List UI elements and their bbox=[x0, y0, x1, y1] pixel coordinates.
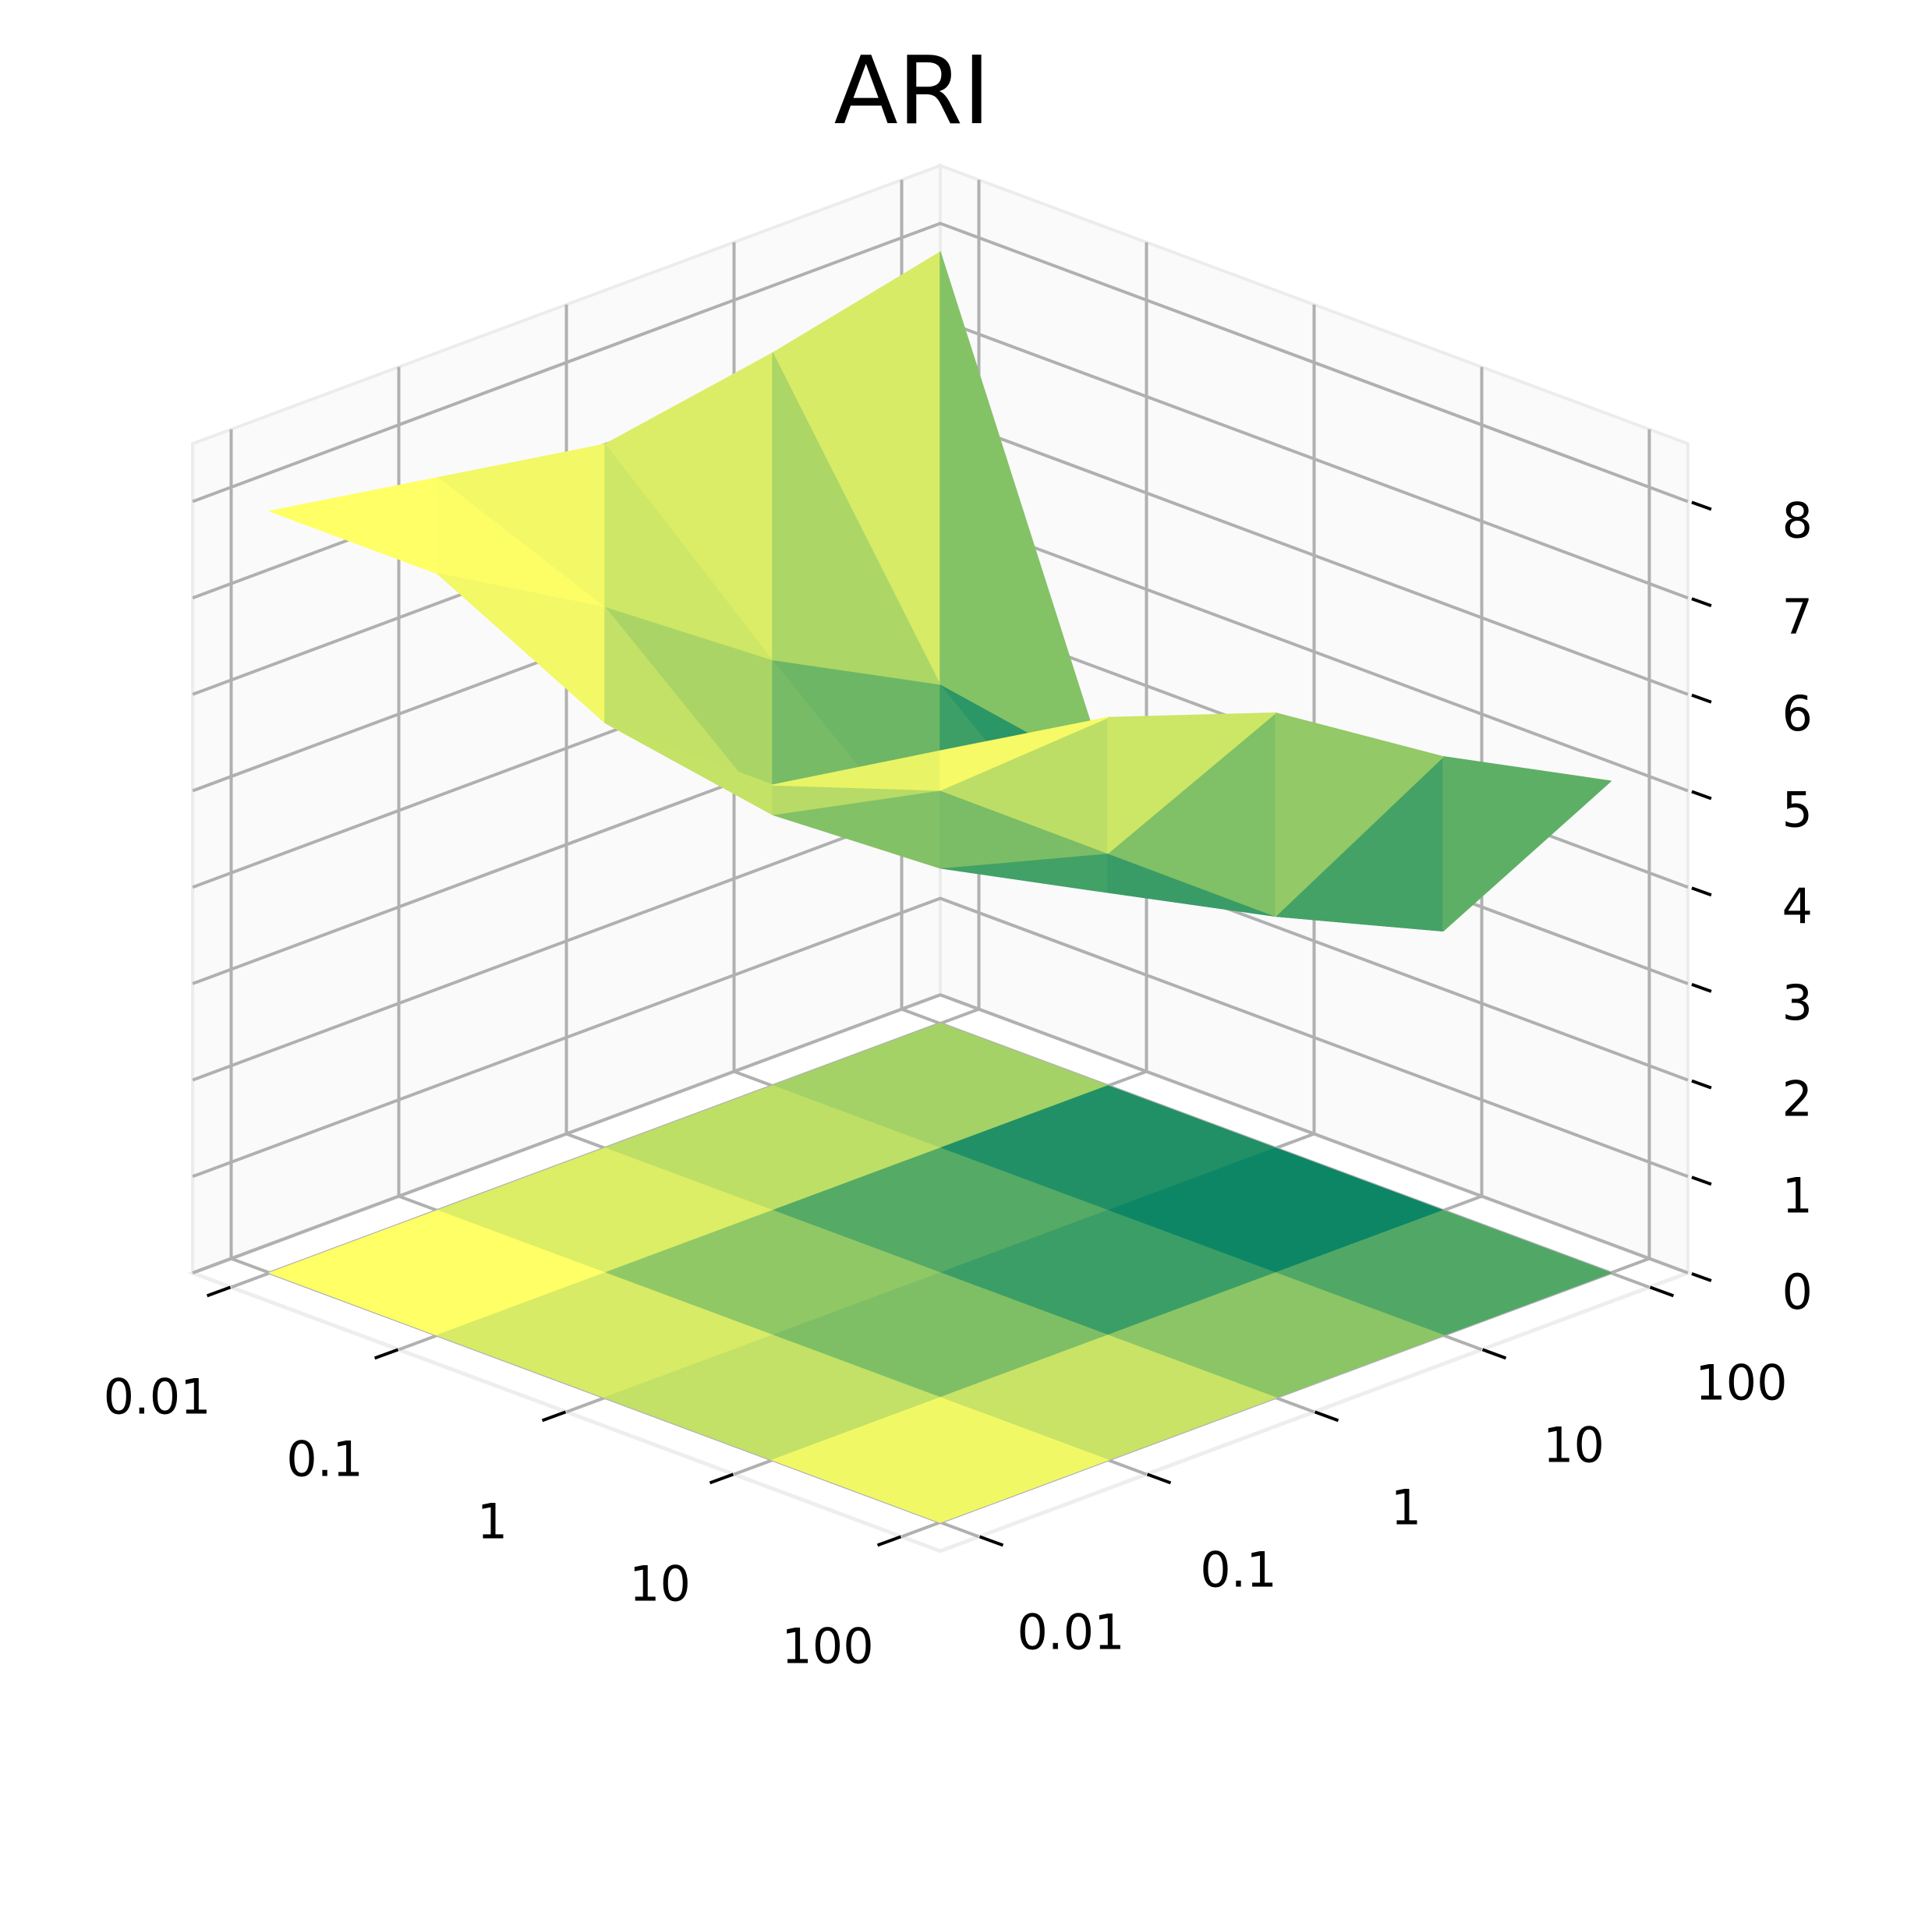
y-tick-label: 0.1 bbox=[1200, 1541, 1277, 1598]
surface-mesh bbox=[269, 251, 1612, 932]
z-tick-label: 3 bbox=[1782, 974, 1812, 1031]
y-tick-label: 1 bbox=[1391, 1479, 1421, 1536]
y-tick-mark bbox=[1649, 1285, 1675, 1298]
surface-face bbox=[1107, 712, 1276, 854]
surface-face bbox=[1442, 756, 1612, 932]
z-tick-label: 8 bbox=[1782, 492, 1812, 549]
z-tick-label: 6 bbox=[1782, 685, 1812, 742]
surface-face bbox=[1275, 712, 1444, 917]
surface-face bbox=[939, 716, 1109, 791]
floor-projection bbox=[267, 1023, 1613, 1523]
x-tick-mark bbox=[373, 1348, 399, 1360]
chart-title: ARI bbox=[834, 37, 991, 146]
z-tick-label: 4 bbox=[1782, 878, 1812, 935]
axis-ticks bbox=[206, 500, 1712, 1547]
z-tick-mark bbox=[1691, 693, 1712, 704]
z-tick-mark bbox=[1691, 790, 1712, 801]
x-tick-mark bbox=[709, 1472, 734, 1485]
z-tick-mark bbox=[1691, 1175, 1712, 1186]
floor-cell bbox=[770, 1397, 1110, 1523]
z-gridline bbox=[192, 221, 1689, 504]
z-tick-mark bbox=[1691, 886, 1712, 897]
z-tick-label: 2 bbox=[1782, 1071, 1812, 1128]
y-tick-label: 100 bbox=[1695, 1354, 1787, 1411]
x-tick-label: 1 bbox=[477, 1493, 508, 1550]
z-gridline bbox=[192, 896, 1689, 1179]
x-tick-mark bbox=[876, 1535, 902, 1547]
x-tick-mark bbox=[206, 1285, 232, 1298]
z-gridline bbox=[192, 993, 1689, 1274]
x-tick-mark bbox=[541, 1410, 567, 1423]
y-tick-mark bbox=[978, 1535, 1004, 1547]
x-tick-label: 0.01 bbox=[104, 1368, 211, 1425]
y-tick-mark bbox=[1146, 1472, 1172, 1485]
z-tick-mark bbox=[1691, 1272, 1712, 1282]
y-tick-mark bbox=[1481, 1348, 1507, 1360]
x-tick-label: 0.1 bbox=[286, 1430, 363, 1487]
y-tick-label: 10 bbox=[1543, 1416, 1605, 1473]
x-tick-label: 10 bbox=[629, 1555, 691, 1612]
y-tick-label: 0.01 bbox=[1017, 1603, 1124, 1660]
z-tick-label: 5 bbox=[1782, 782, 1812, 839]
tick-labels: 100 10 1 0.1 0.01 0.01 0.1 1 10 100 0 1 2 3 4 5 6 7 8 bbox=[104, 492, 1813, 1674]
z-tick-mark bbox=[1691, 500, 1712, 511]
y-tick-mark bbox=[1314, 1410, 1339, 1423]
z-tick-mark bbox=[1691, 983, 1712, 993]
z-tick-label: 1 bbox=[1782, 1167, 1812, 1224]
x-tick-label: 100 bbox=[781, 1617, 873, 1674]
z-tick-label: 7 bbox=[1782, 589, 1812, 645]
z-tick-label: 0 bbox=[1782, 1264, 1812, 1320]
z-tick-mark bbox=[1691, 597, 1712, 607]
z-tick-mark bbox=[1691, 1079, 1712, 1090]
